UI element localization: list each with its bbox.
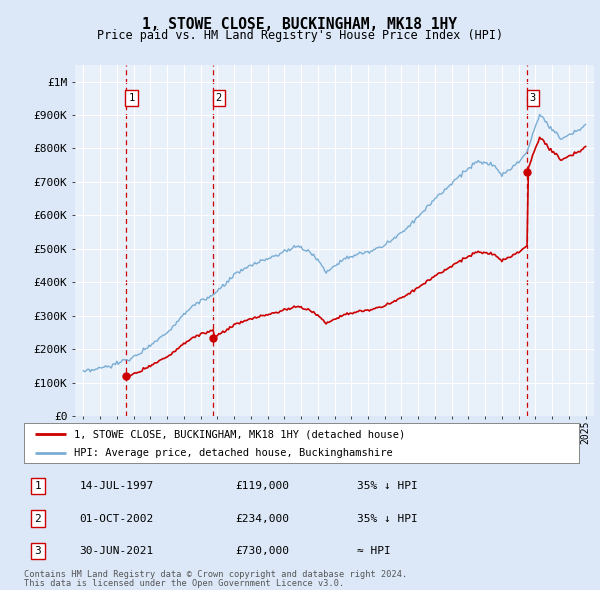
Text: £119,000: £119,000 xyxy=(235,481,289,491)
Text: 2: 2 xyxy=(215,93,222,103)
Text: ≈ HPI: ≈ HPI xyxy=(357,546,391,556)
Text: 3: 3 xyxy=(35,546,41,556)
Text: 3: 3 xyxy=(530,93,536,103)
Text: 35% ↓ HPI: 35% ↓ HPI xyxy=(357,514,418,523)
Text: 14-JUL-1997: 14-JUL-1997 xyxy=(79,481,154,491)
Text: 1, STOWE CLOSE, BUCKINGHAM, MK18 1HY (detached house): 1, STOWE CLOSE, BUCKINGHAM, MK18 1HY (de… xyxy=(74,430,405,440)
Text: 1: 1 xyxy=(35,481,41,491)
Text: This data is licensed under the Open Government Licence v3.0.: This data is licensed under the Open Gov… xyxy=(24,579,344,588)
Text: 1: 1 xyxy=(128,93,134,103)
Text: £730,000: £730,000 xyxy=(235,546,289,556)
Text: Contains HM Land Registry data © Crown copyright and database right 2024.: Contains HM Land Registry data © Crown c… xyxy=(24,570,407,579)
Text: HPI: Average price, detached house, Buckinghamshire: HPI: Average price, detached house, Buck… xyxy=(74,448,392,458)
Text: 2: 2 xyxy=(35,514,41,523)
Text: 30-JUN-2021: 30-JUN-2021 xyxy=(79,546,154,556)
Text: 1, STOWE CLOSE, BUCKINGHAM, MK18 1HY: 1, STOWE CLOSE, BUCKINGHAM, MK18 1HY xyxy=(143,17,458,31)
Text: 35% ↓ HPI: 35% ↓ HPI xyxy=(357,481,418,491)
Text: 01-OCT-2002: 01-OCT-2002 xyxy=(79,514,154,523)
Text: £234,000: £234,000 xyxy=(235,514,289,523)
Text: Price paid vs. HM Land Registry's House Price Index (HPI): Price paid vs. HM Land Registry's House … xyxy=(97,30,503,42)
